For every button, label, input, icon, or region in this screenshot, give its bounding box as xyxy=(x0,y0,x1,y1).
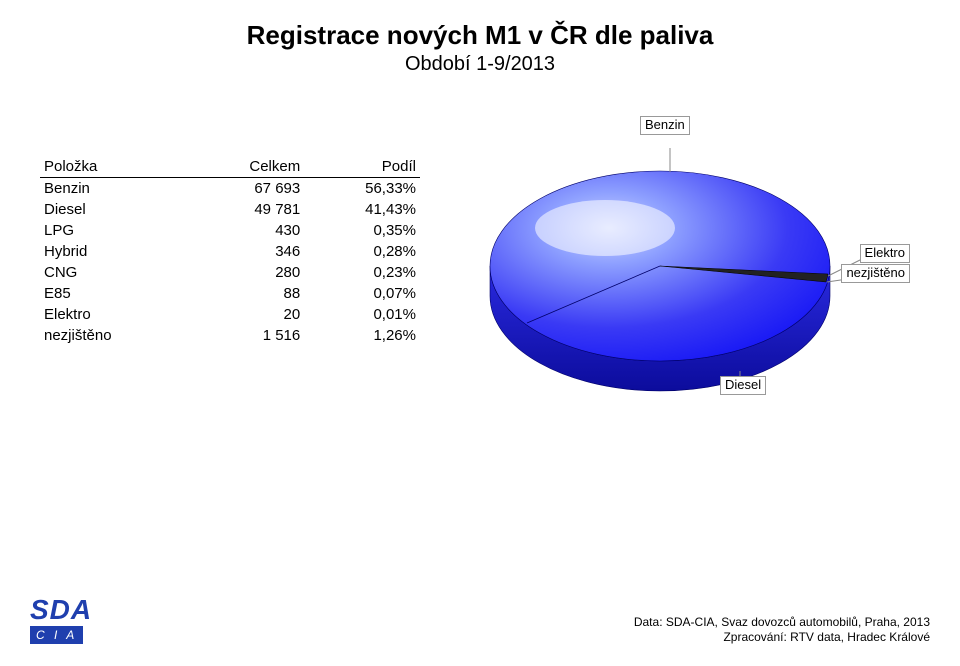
cell-share: 41,43% xyxy=(304,199,420,220)
sda-cia-logo: SDA C I A xyxy=(30,594,92,644)
fuel-table: Položka Celkem Podíl Benzin 67 693 56,33… xyxy=(40,156,420,346)
cell-value: 280 xyxy=(189,262,305,283)
cell-share: 56,33% xyxy=(304,178,420,200)
pie-label-benzin: Benzin xyxy=(640,116,690,135)
cell-label: Elektro xyxy=(40,304,189,325)
cell-label: Hybrid xyxy=(40,241,189,262)
cell-value: 67 693 xyxy=(189,178,305,200)
title-block: Registrace nových M1 v ČR dle paliva Obd… xyxy=(0,0,960,76)
logo-cia-text: C I A xyxy=(30,626,83,644)
cell-value: 346 xyxy=(189,241,305,262)
pie-label-elektro: Elektro xyxy=(860,244,910,263)
table-row: LPG 430 0,35% xyxy=(40,220,420,241)
content-row: Položka Celkem Podíl Benzin 67 693 56,33… xyxy=(0,156,960,416)
table-header-row: Položka Celkem Podíl xyxy=(40,156,420,178)
col-podil: Podíl xyxy=(304,156,420,178)
cell-value: 49 781 xyxy=(189,199,305,220)
cell-share: 0,23% xyxy=(304,262,420,283)
cell-label: Benzin xyxy=(40,178,189,200)
cell-share: 0,07% xyxy=(304,283,420,304)
col-celkem: Celkem xyxy=(189,156,305,178)
cell-label: CNG xyxy=(40,262,189,283)
cell-value: 20 xyxy=(189,304,305,325)
page-subtitle: Období 1-9/2013 xyxy=(0,53,960,76)
cell-label: Diesel xyxy=(40,199,189,220)
col-polozka: Položka xyxy=(40,156,189,178)
footer-line-1: Data: SDA-CIA, Svaz dovozců automobilů, … xyxy=(634,615,930,631)
footer-line-2: Zpracování: RTV data, Hradec Králové xyxy=(634,630,930,646)
table-row: Diesel 49 781 41,43% xyxy=(40,199,420,220)
pie-highlight xyxy=(535,200,675,256)
table-row: CNG 280 0,23% xyxy=(40,262,420,283)
pie-chart-area: Benzin Elektro nezjištěno Diesel xyxy=(420,156,920,416)
data-table: Položka Celkem Podíl Benzin 67 693 56,33… xyxy=(40,156,420,416)
cell-value: 88 xyxy=(189,283,305,304)
cell-value: 1 516 xyxy=(189,325,305,346)
cell-label: LPG xyxy=(40,220,189,241)
cell-share: 1,26% xyxy=(304,325,420,346)
cell-share: 0,35% xyxy=(304,220,420,241)
table-row: nezjištěno 1 516 1,26% xyxy=(40,325,420,346)
pie-chart-svg xyxy=(460,136,890,416)
cell-label: E85 xyxy=(40,283,189,304)
pie-label-diesel: Diesel xyxy=(720,376,766,395)
table-row: E85 88 0,07% xyxy=(40,283,420,304)
table-row: Elektro 20 0,01% xyxy=(40,304,420,325)
page-title: Registrace nových M1 v ČR dle paliva xyxy=(0,20,960,51)
cell-value: 430 xyxy=(189,220,305,241)
cell-share: 0,28% xyxy=(304,241,420,262)
cell-label: nezjištěno xyxy=(40,325,189,346)
table-row: Hybrid 346 0,28% xyxy=(40,241,420,262)
cell-share: 0,01% xyxy=(304,304,420,325)
pie-label-nezjisteno: nezjištěno xyxy=(841,264,910,283)
logo-sda-text: SDA xyxy=(30,594,92,626)
table-row: Benzin 67 693 56,33% xyxy=(40,178,420,200)
footer-credits: Data: SDA-CIA, Svaz dovozců automobilů, … xyxy=(634,615,930,646)
